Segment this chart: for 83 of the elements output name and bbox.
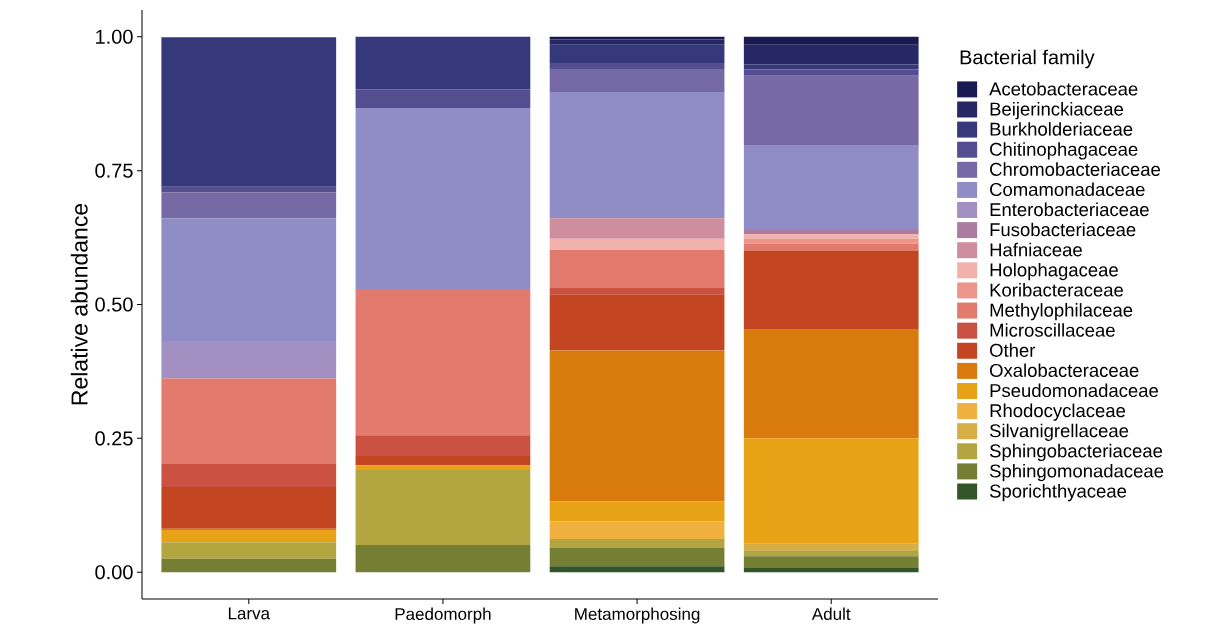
bar	[355, 435, 531, 457]
bar	[743, 44, 919, 65]
bar	[549, 547, 725, 567]
bar	[743, 229, 919, 235]
bar	[743, 234, 919, 239]
bar	[161, 186, 337, 193]
bar	[743, 144, 919, 229]
bar	[355, 107, 531, 289]
legend-label: Burkholderiaceae	[990, 122, 1133, 136]
x-tick-label: Adult	[811, 607, 851, 621]
bar	[549, 287, 725, 295]
bar	[161, 340, 337, 379]
legend-label: Comamonadaceae	[990, 182, 1145, 197]
legend-label: Other	[990, 343, 1036, 357]
legend-label: Microscillaceae	[990, 323, 1115, 337]
bar	[743, 243, 919, 251]
legend-label: Acetobacteraceae	[989, 81, 1138, 96]
bar	[161, 558, 337, 573]
bar	[743, 36, 919, 45]
bar	[743, 543, 919, 551]
bar	[355, 89, 531, 108]
bar	[355, 288, 531, 436]
legend-label: Fusobacteriaceae	[990, 222, 1136, 237]
bar	[549, 39, 725, 45]
bar	[743, 567, 919, 573]
bar	[549, 238, 725, 250]
legend-label: Chromobacteriaceae	[990, 162, 1161, 176]
bar	[743, 329, 919, 439]
bar	[161, 192, 337, 219]
legend-title: Bacterial family	[960, 49, 1095, 69]
legend-label: Sphingomonadaceae	[989, 463, 1164, 482]
bar	[549, 539, 725, 548]
bar	[549, 501, 725, 522]
legend-label: Sporichthyaceae	[989, 484, 1127, 502]
legend-label: Holophagaceae	[990, 262, 1118, 281]
bar	[161, 37, 337, 187]
bar	[549, 350, 725, 502]
bar	[549, 521, 725, 540]
legend-label: Methylophilaceae	[990, 303, 1133, 321]
bar	[549, 63, 725, 69]
bar	[549, 68, 725, 92]
bar	[743, 550, 919, 557]
legend-label: Rhodocyclaceae	[990, 403, 1126, 421]
bar	[743, 438, 919, 544]
legend-label: Silvanigrellaceae	[989, 423, 1129, 441]
bar	[743, 556, 919, 568]
bar	[161, 464, 337, 488]
bar	[161, 529, 337, 543]
y-tick-label: 1.00	[96, 29, 133, 44]
bar	[549, 294, 725, 351]
x-tick-label: Larva	[228, 607, 271, 620]
bar	[161, 487, 337, 529]
legend-label: Pseudomonadaceae	[990, 383, 1158, 398]
x-tick-label: Metamorphosing	[575, 607, 700, 624]
legend-label: Koribacteraceae	[990, 282, 1124, 297]
bar	[355, 456, 531, 466]
legend-label: Beijerinckiaceae	[990, 102, 1123, 120]
legend-label: Sphingobacteriaceae	[989, 443, 1163, 462]
y-tick-label: 0.50	[95, 297, 133, 312]
bar	[743, 250, 919, 330]
y-axis-title: Relative abundance	[70, 203, 88, 405]
bar	[355, 544, 531, 573]
y-tick-label: 0.75	[95, 163, 133, 178]
legend-label: Chitinophagaceae	[990, 142, 1138, 160]
bar	[355, 36, 531, 90]
legend-label: Hafniaceae	[990, 242, 1082, 257]
bar	[549, 249, 725, 288]
bar	[355, 465, 531, 470]
bar	[161, 378, 337, 465]
legend-label: Enterobacteriaceae	[990, 202, 1149, 217]
bar	[549, 44, 725, 64]
bar	[549, 218, 725, 239]
x-tick-label: Paedomorph	[395, 607, 491, 624]
bar	[161, 218, 337, 341]
y-tick-label: 0.00	[95, 565, 133, 580]
y-tick-label: 0.25	[95, 431, 133, 446]
bar	[549, 91, 725, 219]
bar	[743, 69, 919, 76]
bar	[549, 566, 725, 573]
bar	[161, 542, 337, 559]
bar	[743, 75, 919, 145]
legend-label: Oxalobacteraceae	[990, 363, 1139, 378]
bar	[355, 469, 531, 545]
